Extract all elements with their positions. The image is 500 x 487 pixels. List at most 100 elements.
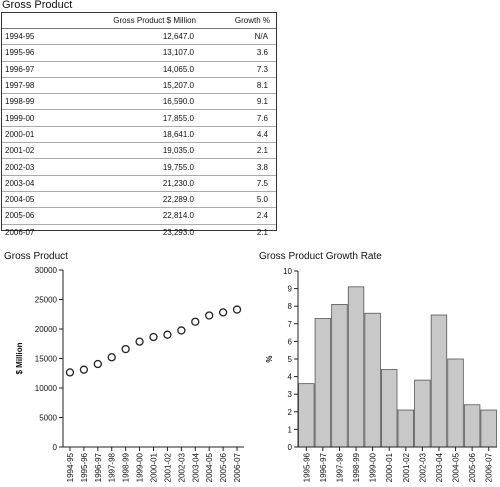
bar <box>347 286 365 448</box>
y-tick-label: 4 <box>288 373 293 382</box>
y-tick-label: 6 <box>288 337 293 346</box>
chart-title: Gross Product Growth Rate <box>259 251 382 262</box>
growth-cell: 4.4 <box>202 126 276 144</box>
gross-product-cell: 19,755.0 <box>81 158 202 176</box>
bar <box>414 379 431 448</box>
data-point <box>135 337 144 346</box>
x-tick-label: 2006-07 <box>233 452 242 482</box>
y-tick-label: 5 <box>288 355 293 364</box>
period-cell: 2000-01 <box>2 126 81 144</box>
data-point <box>149 332 158 342</box>
x-tick-label: 1997-98 <box>335 452 344 482</box>
gross-product-cell: 13,107.0 <box>81 44 202 62</box>
x-tick-label: 2000-01 <box>385 452 394 482</box>
data-point <box>232 305 242 314</box>
bar <box>298 383 315 448</box>
period-cell: 1994-95 <box>2 28 81 46</box>
table-row: 1995-96 13,107.0 3.6 <box>2 44 276 62</box>
gross-product-cell: 22,289.0 <box>81 191 202 209</box>
growth-cell: 8.1 <box>202 77 276 95</box>
y-tick-label: 30000 <box>35 266 58 275</box>
y-tick-label: 15000 <box>35 355 58 364</box>
period-cell: 1998-99 <box>2 93 81 111</box>
y-tick-label: 20000 <box>35 325 58 334</box>
data-point <box>65 368 75 377</box>
gross-product-cell: 16,590.0 <box>81 93 202 111</box>
y-tick-label: 2 <box>288 408 293 417</box>
bar <box>447 358 464 448</box>
x-tick-label: 2004-05 <box>452 452 461 482</box>
bar <box>430 314 448 448</box>
x-tick-label: 1999-00 <box>136 452 145 482</box>
growth-cell: 9.1 <box>202 93 276 111</box>
period-cell: 2005-06 <box>2 207 81 225</box>
table-row: 2006-07 23,293.0 2.1 <box>2 224 276 240</box>
gross-product-cell: 22,814.0 <box>81 207 202 225</box>
y-tick-label: 9 <box>288 285 293 294</box>
header-growth: Growth % <box>202 13 276 29</box>
x-tick-label: 1997-98 <box>108 452 117 482</box>
growth-cell: 3.8 <box>202 158 276 176</box>
table-row: 2004-05 22,289.0 5.0 <box>2 191 276 209</box>
period-cell: 2003-04 <box>2 175 81 192</box>
data-point <box>191 317 200 326</box>
gross-product-chart: Gross Product 0 5000 10000 15000 20000 25000 30… <box>4 251 244 482</box>
bar <box>480 409 497 448</box>
data-point <box>163 330 172 339</box>
gross-product-cell: 17,855.0 <box>81 109 202 127</box>
table-header-row: Gross Product $ Million Growth % <box>2 13 276 29</box>
data-point <box>205 311 214 320</box>
table-row: 1998-99 16,590.0 9.1 <box>2 93 276 111</box>
y-axis-label: % <box>265 355 274 362</box>
y-tick-label: 10000 <box>35 384 58 393</box>
gross-product-cell: 18,641.0 <box>81 126 202 144</box>
table-body: 1994-95 12,647.0 N/A 1995-96 13,107.0 3.6 1996… <box>2 28 276 240</box>
data-point <box>121 344 130 354</box>
x-tick-label: 2000-01 <box>150 452 159 482</box>
period-cell: 1999-00 <box>2 109 81 127</box>
gross-product-cell: 12,647.0 <box>81 28 202 46</box>
table-row: 1994-95 12,647.0 N/A <box>2 28 276 46</box>
x-tick-label: 2002-03 <box>418 452 427 482</box>
table-row: 2001-02 19,035.0 2.1 <box>2 142 276 160</box>
data-point <box>79 365 89 374</box>
x-tick-label: 2004-05 <box>205 452 214 482</box>
x-tick-label: 2005-06 <box>468 452 477 482</box>
x-tick-label: 1999-00 <box>369 452 378 482</box>
bar <box>364 312 381 448</box>
data-point <box>107 353 116 362</box>
period-cell: 2002-03 <box>2 158 81 176</box>
y-tick-label: 10 <box>283 267 292 276</box>
bar <box>331 304 348 448</box>
x-tick-label: 1994-95 <box>66 452 75 482</box>
x-tick-label: 1998-99 <box>352 452 361 482</box>
y-tick-label: 0 <box>53 443 58 452</box>
x-tick-label: 1996-97 <box>94 452 103 482</box>
y-tick-label: 1 <box>288 425 293 434</box>
y-tick-label: 5000 <box>39 414 57 423</box>
bar <box>463 404 481 448</box>
table-row: 2003-04 21,230.0 7.5 <box>2 175 276 192</box>
y-tick-label: 7 <box>288 320 293 329</box>
growth-cell: N/A <box>202 28 276 46</box>
table-row: 1997-98 15,207.0 8.1 <box>2 77 276 95</box>
growth-cell: 7.6 <box>202 109 276 127</box>
bar <box>314 318 332 448</box>
x-tick-label: 2001-02 <box>163 452 172 482</box>
period-cell: 2004-05 <box>2 191 81 209</box>
x-tick-label: 2003-04 <box>435 452 444 482</box>
y-tick-label: 0 <box>288 443 293 452</box>
growth-cell: 2.4 <box>202 207 276 225</box>
header-period <box>2 13 81 29</box>
chart-title: Gross Product <box>4 251 68 262</box>
gross-product-cell: 15,207.0 <box>81 77 202 95</box>
x-tick-label: 2003-04 <box>191 452 200 482</box>
gross-product-cell: 14,065.0 <box>81 61 202 78</box>
y-tick-label: 25000 <box>35 296 58 305</box>
period-cell: 1996-97 <box>2 61 81 78</box>
x-tick-label: 2006-07 <box>485 452 494 482</box>
growth-cell: 7.5 <box>202 175 276 192</box>
y-tick-label: 8 <box>288 302 293 311</box>
period-cell: 1995-96 <box>2 44 81 62</box>
growth-cell: 5.0 <box>202 191 276 209</box>
